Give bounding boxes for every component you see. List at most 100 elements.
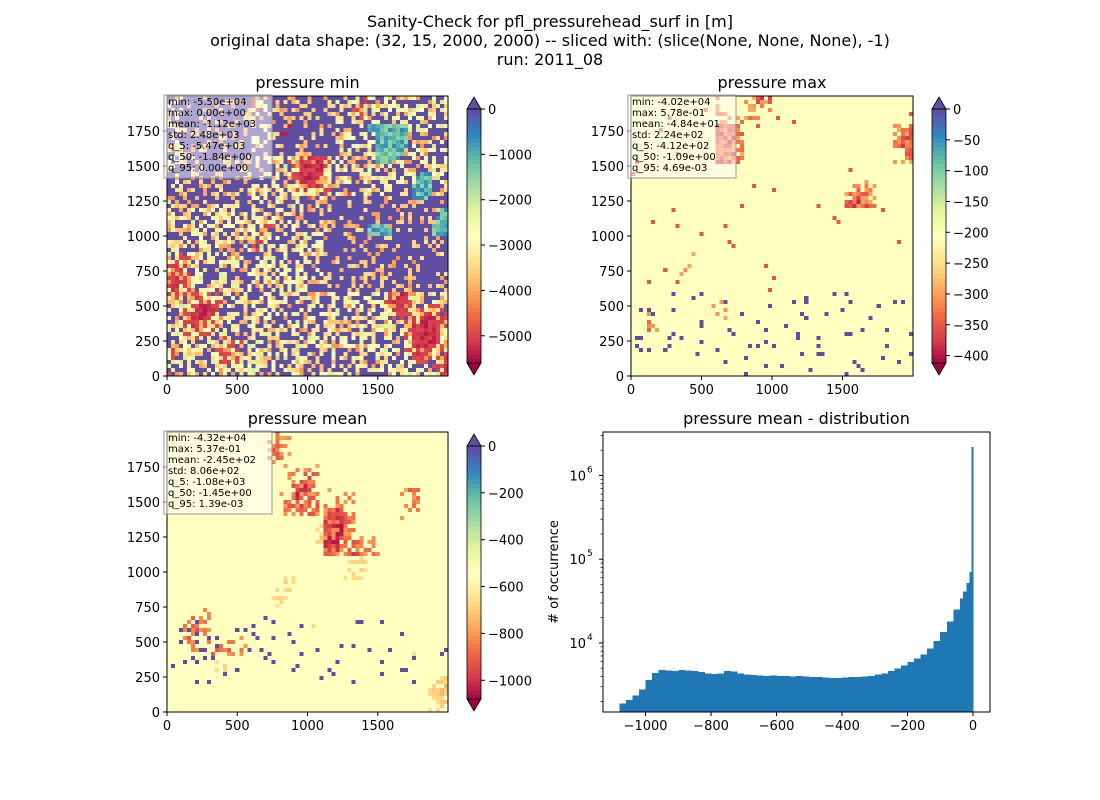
heatmap-cell	[427, 236, 433, 241]
heatmap-cell	[387, 360, 393, 365]
heatmap-cell	[247, 216, 252, 221]
heatmap-cell	[367, 284, 373, 289]
heatmap-cell	[191, 356, 196, 361]
heatmap-cell	[199, 252, 204, 257]
heatmap-cell	[259, 268, 264, 273]
heatmap-cell	[415, 144, 421, 149]
heatmap-cell	[427, 152, 433, 157]
heatmap-cell	[331, 288, 336, 293]
heatmap-cell	[419, 152, 425, 157]
heatmap-cell	[187, 232, 192, 237]
heatmap-cell	[371, 124, 377, 129]
heatmap-cell	[363, 220, 369, 225]
heatmap-cell	[299, 300, 304, 305]
heatmap-cell	[323, 352, 328, 357]
heatmap-cell	[355, 172, 361, 177]
heatmap-cell	[383, 352, 389, 357]
heatmap-cell	[267, 240, 272, 245]
heatmap-cell	[211, 368, 216, 373]
heatmap-cell	[239, 368, 244, 373]
heatmap-cell	[179, 360, 184, 365]
heatmap-cell	[287, 268, 292, 273]
heatmap-cell	[423, 288, 429, 293]
heatmap-cell	[367, 248, 373, 253]
heatmap-cell	[427, 288, 433, 293]
heatmap-cell	[371, 160, 377, 165]
heatmap-cell	[239, 352, 244, 357]
heatmap-cell	[231, 340, 236, 345]
heatmap-cell	[267, 340, 272, 345]
heatmap-cell	[271, 244, 276, 249]
heatmap-cell	[403, 180, 409, 185]
heatmap-cell	[347, 152, 353, 157]
heatmap-cell	[347, 288, 353, 293]
heatmap-cell	[379, 148, 385, 153]
heatmap-cell	[299, 148, 304, 153]
heatmap-cell	[427, 228, 433, 233]
heatmap-cell	[287, 240, 292, 245]
heatmap-cell	[315, 96, 320, 101]
heatmap-cell	[243, 360, 248, 365]
heatmap-cell	[371, 280, 377, 285]
heatmap-cell	[391, 148, 397, 153]
heatmap-cell	[307, 356, 312, 361]
heatmap-cell	[199, 204, 204, 209]
heatmap-cell	[235, 272, 240, 277]
heatmap-cell	[351, 356, 357, 361]
heatmap-cell	[331, 216, 336, 221]
heatmap-cell	[287, 180, 292, 185]
heatmap-cell	[399, 296, 405, 301]
heatmap-cell	[259, 220, 264, 225]
heatmap-cell	[259, 236, 264, 241]
heatmap-cell	[423, 252, 429, 257]
heatmap-cell	[347, 128, 353, 133]
heatmap-cell	[207, 296, 212, 301]
heatmap-cell	[319, 272, 324, 277]
heatmap-cell	[235, 296, 240, 301]
heatmap-cell	[399, 320, 405, 325]
heatmap-cell	[383, 320, 389, 325]
heatmap-cell	[303, 296, 308, 301]
heatmap-cell	[243, 364, 248, 369]
heatmap-cell	[175, 292, 180, 297]
heatmap-cell	[235, 300, 240, 305]
heatmap-cell	[287, 336, 292, 341]
heatmap-cell	[263, 200, 268, 205]
heatmap-cell	[279, 340, 284, 345]
heatmap-cell	[239, 224, 244, 229]
heatmap-cell	[411, 256, 417, 261]
heatmap-cell	[387, 312, 393, 317]
heatmap-cell	[343, 228, 349, 233]
heatmap-cell	[431, 320, 437, 325]
heatmap-cell	[291, 308, 296, 313]
heatmap-cell	[175, 284, 180, 289]
heatmap-cell	[331, 348, 336, 353]
heatmap-cell	[319, 148, 324, 153]
colorbar-segment	[467, 223, 481, 229]
heatmap-cell	[291, 352, 296, 357]
heatmap-cell	[323, 360, 328, 365]
heatmap-cell	[195, 232, 200, 237]
heatmap-cell	[411, 272, 417, 277]
heatmap-cell	[275, 312, 280, 317]
heatmap-cell	[191, 368, 196, 373]
heatmap-cell	[283, 216, 288, 221]
heatmap-cell	[387, 256, 393, 261]
heatmap-cell	[183, 248, 188, 253]
heatmap-cell	[291, 232, 296, 237]
heatmap-cell	[347, 124, 353, 129]
heatmap-cell	[307, 252, 312, 257]
heatmap-cell	[375, 156, 381, 161]
heatmap-cell	[379, 128, 385, 133]
heatmap-cell	[315, 324, 320, 329]
colorbar-segment	[467, 189, 481, 195]
heatmap-cell	[419, 264, 425, 269]
heatmap-cell	[367, 204, 373, 209]
heatmap-cell	[415, 232, 421, 237]
heatmap-cell	[179, 220, 184, 225]
heatmap-cell	[235, 368, 240, 373]
colorbar-segment	[467, 151, 481, 157]
heatmap-cell	[339, 112, 345, 117]
heatmap-cell	[339, 248, 345, 253]
heatmap-cell	[367, 360, 373, 365]
